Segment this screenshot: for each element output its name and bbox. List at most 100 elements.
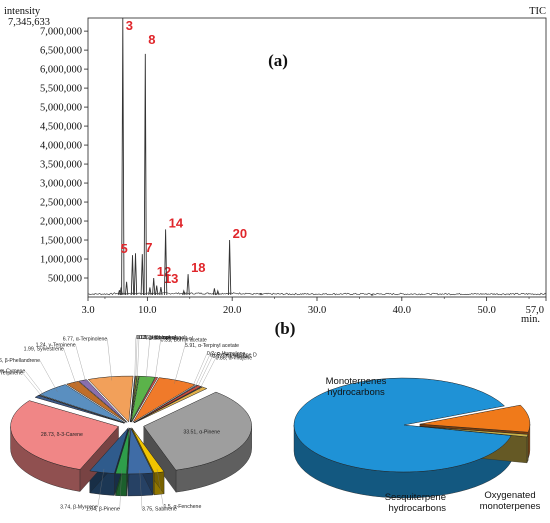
- pie-slice: [115, 427, 130, 475]
- peak-label: 7: [145, 240, 152, 255]
- chromatogram-peak: [227, 239, 232, 296]
- x-tick-label: 3.0: [81, 305, 94, 316]
- pie-slice: [127, 427, 154, 475]
- leader-line: [198, 358, 216, 391]
- chromatogram-peak: [133, 253, 138, 296]
- pie-slice: [37, 394, 125, 424]
- max-intensity-label: 7,345,633: [8, 17, 50, 28]
- class-label: Monoterpenes hydrocarbons: [326, 376, 387, 398]
- chromatogram-peak: [186, 274, 190, 296]
- leader-line: [174, 345, 186, 384]
- leader-line: [139, 470, 143, 510]
- peak-label: 14: [169, 215, 184, 230]
- pie-slice: [132, 377, 196, 423]
- chromatogram-peak: [163, 229, 168, 296]
- class-label: Sesquiterpene hydrocarbons: [385, 492, 447, 514]
- pie-slice: [293, 377, 512, 473]
- pie-slice: [130, 375, 140, 423]
- y-tick-label: 5,500,000: [40, 84, 82, 95]
- pie-slice: [131, 376, 159, 423]
- composition-pie: [10, 375, 252, 497]
- slice-label: 0.84, α-Terpinene: [0, 371, 23, 377]
- slice-label: 0.65, Germacrene D: [210, 352, 257, 358]
- class-label: Oxygenated monoterpenes: [480, 490, 541, 512]
- peak-label: 18: [191, 260, 205, 275]
- chromatogram-peak: [212, 288, 217, 296]
- slice-label: 5.91, α-Terpinyl acetate: [185, 343, 239, 349]
- chromatogram-peak: [182, 289, 186, 296]
- slice-label: 1.5, α-Fenchene: [163, 504, 201, 510]
- x-tick-label: 50.0: [477, 305, 495, 316]
- leader-line: [134, 337, 136, 380]
- leader-line: [137, 337, 140, 380]
- pie-slice: [131, 427, 165, 474]
- corner-label: TIC: [529, 6, 546, 17]
- slice-label: 0.26, Isoborneol: [139, 335, 176, 341]
- pie-slice: [87, 375, 134, 423]
- leader-line: [135, 337, 138, 380]
- slice-label: 33.51, α-Pinene: [183, 430, 220, 436]
- x-axis-label: min.: [521, 314, 540, 325]
- chromatogram-peak: [130, 255, 135, 296]
- peak-label: 13: [164, 271, 178, 286]
- leader-line: [194, 354, 210, 389]
- chromatogram-peak: [216, 289, 220, 296]
- slice-label: 1.99, Sylvestrene: [24, 347, 64, 353]
- x-tick-label: 40.0: [393, 305, 411, 316]
- slice-label: 0.19, α-Campholenal: [137, 335, 185, 341]
- y-tick-label: 7,000,000: [40, 27, 82, 38]
- leader-line: [22, 373, 44, 399]
- peak-label: 5: [121, 241, 128, 256]
- chromatogram-peak: [148, 287, 152, 296]
- chromatogram-peak: [259, 292, 263, 296]
- chromatogram-peak: [152, 277, 156, 296]
- slice-label: 0.13, β-linalool: [136, 335, 170, 341]
- pie-slice: [10, 400, 120, 470]
- y-tick-label: 2,500,000: [40, 198, 82, 209]
- panel-a-title: (a): [268, 51, 288, 70]
- slice-label: 0.31, Bornyl acetate: [161, 337, 207, 343]
- leader-line: [75, 345, 87, 384]
- chromatogram-peak: [159, 287, 163, 296]
- slice-label: 28.73, δ-3-Carene: [41, 432, 83, 438]
- class-pie: [293, 377, 531, 499]
- leader-line: [145, 338, 150, 381]
- pie-slice: [143, 391, 252, 471]
- leader-line: [156, 468, 164, 507]
- leader-line: [154, 339, 161, 381]
- slice-label: 0.11, m-Cymene: [0, 369, 25, 375]
- y-tick-label: 4,000,000: [40, 141, 82, 152]
- slice-label: 0.85, α-Thujene: [216, 356, 253, 362]
- pie-slice: [78, 379, 128, 423]
- x-tick-label: 20.0: [223, 305, 241, 316]
- chromatogram-peak: [143, 53, 147, 296]
- x-tick-label: 10.0: [138, 305, 156, 316]
- leader-line: [191, 353, 208, 389]
- chromatogram-peak: [124, 281, 129, 296]
- peak-label: 8: [148, 32, 155, 47]
- pie-slice: [419, 426, 529, 438]
- leader-line: [25, 371, 46, 398]
- y-tick-label: 1,000,000: [40, 255, 82, 266]
- slice-label: 3.75, Sabinene: [142, 507, 177, 513]
- pie-slice: [65, 380, 127, 423]
- panel-b-title: (b): [275, 319, 296, 338]
- x-tick-label: 30.0: [308, 305, 326, 316]
- slice-label: 3.74, β-Myrcene: [60, 504, 98, 510]
- leader-line: [63, 349, 77, 386]
- y-tick-label: 6,000,000: [40, 65, 82, 76]
- chromatogram-panel: intensity TIC 7,345,633 (a) min. 500,000…: [4, 6, 547, 325]
- pie-slice: [39, 384, 126, 424]
- slice-label: 2.36, Terpinen-4-ol: [150, 336, 193, 342]
- leader-line: [97, 468, 105, 507]
- pie-slice: [89, 427, 129, 474]
- chromatogram-peak: [121, 17, 125, 296]
- slice-label: 0.17, Tricyclene: [212, 354, 248, 360]
- y-tick-label: 500,000: [48, 274, 82, 285]
- peak-label: 3: [126, 18, 133, 33]
- slice-label: 1.24, γ-Terpinene: [36, 343, 76, 349]
- y-tick-label: 4,500,000: [40, 122, 82, 133]
- leader-line: [107, 338, 112, 381]
- y-tick-label: 6,500,000: [40, 46, 82, 57]
